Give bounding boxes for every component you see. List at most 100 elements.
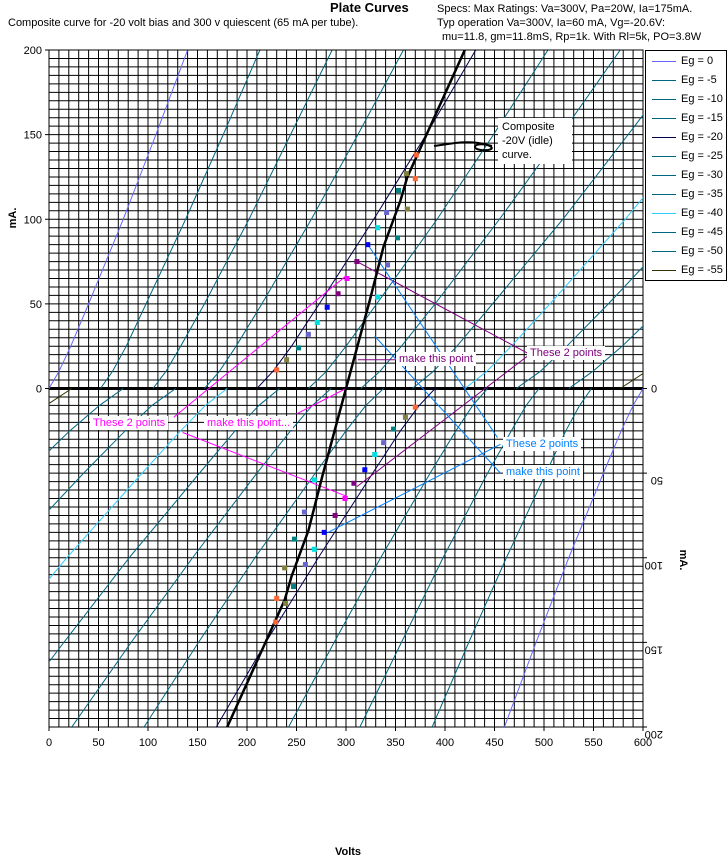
marker-point [342,496,348,502]
curve-eg-3 [204,50,404,389]
legend-label: Eg = -5 [681,74,717,86]
legend-item: Eg = -15 [652,111,723,125]
y-tick-label-left: 100 [24,214,42,226]
legend-item: Eg = -35 [652,187,723,201]
x-tick-label: 400 [436,737,454,749]
marker-point [365,242,371,248]
marker-point [395,187,401,193]
tick-labels: 0 50 100 150 200 250 300 350 400 450 500 550 6000501… [7,45,689,858]
curve-eg-0 [49,50,189,389]
specs-line-2: Typ operation Va=300V, Ia=60 mA, Vg=-20.… [437,17,666,29]
legend-label: Eg = -25 [681,150,723,162]
marker-point [412,176,418,182]
marker-point [321,529,327,535]
purple-these-points-note: These 2 points [527,346,606,360]
marker-point [295,345,301,351]
curve-eg-2 [152,50,333,389]
x-tick-label: 0 [46,737,52,749]
marker-point [394,235,400,241]
legend-label: Eg = -55 [681,264,723,276]
curve-eg-10-mirrored [49,388,124,452]
marker-point [402,414,408,420]
legend-swatch [652,269,676,271]
specs-line-3: mu=11.8, gm=11.8mS, Rp=1k. With Rl=5k, P… [442,31,702,43]
y-tick-label-right: 50 [651,474,663,486]
marker-point [301,509,307,515]
legend-item: Eg = -40 [652,206,723,220]
marker-point [291,584,297,590]
marker-point [412,404,418,410]
legend-swatch [652,60,676,62]
x-tick-label: 50 [92,737,104,749]
marker-point [385,262,391,268]
x-tick-label: 150 [188,737,206,749]
marker-point [335,291,341,297]
legend-swatch [652,174,676,176]
marker-point [282,565,288,571]
x-tick-label: 350 [386,737,404,749]
y-tick-label-left: 200 [24,45,42,57]
legend-label: Eg = -40 [681,207,723,219]
y-axis-label-left: mA. [7,208,19,229]
legend-swatch [652,231,676,233]
legend-item: Eg = -30 [652,168,723,182]
legend-label: Eg = -50 [681,245,723,257]
specs-text: Specs: Max Ratings: Va=300V, Pa=20W, Ia=… [437,2,701,44]
marker-point [314,319,320,325]
curve-eg-10 [568,325,643,389]
composite-curve [226,50,466,727]
legend-item: Eg = -45 [652,225,723,239]
x-tick-label: 600 [634,737,652,749]
legend-label: Eg = -30 [681,169,723,181]
marker-point [362,467,368,473]
legend-item: Eg = -10 [652,92,723,106]
composite-callout: Composite -20V (idle) curve. [498,118,572,164]
marker-point [324,304,330,310]
legend-swatch [652,136,676,138]
construction-line-6 [367,244,498,438]
composite-callout-arrow [433,141,493,152]
marker-point [384,209,390,215]
x-tick-label: 200 [238,737,256,749]
x-tick-label: 500 [535,737,553,749]
marker-point [311,546,317,552]
marker-point [274,595,280,601]
curve-eg-7-mirrored [49,388,280,663]
marker-point [404,206,410,212]
legend-label: Eg = -45 [681,226,723,238]
legend-swatch [652,117,676,119]
marker-point [332,512,338,518]
legend-label: Eg = 0 [681,55,714,67]
construction-line-7 [374,335,501,474]
marker-point [381,440,387,446]
magenta-these-points-note: These 2 points [90,416,169,430]
legend-label: Eg = -35 [681,188,723,200]
x-tick-label: 450 [485,737,503,749]
construction-line-4 [356,355,528,488]
marker-point [354,259,360,265]
construction-line-3 [356,261,528,354]
x-tick-label: 250 [287,737,305,749]
y-tick-label-right: 0 [651,384,657,396]
curve-eg-0-mirrored [503,388,643,727]
curve-eg-8 [464,197,643,389]
y-tick-label-left: 0 [36,384,42,396]
marker-point [284,357,290,363]
marker-point [273,619,279,625]
curve-eg-5 [308,50,549,389]
y-tick-label-right: 100 [645,559,663,571]
legend-swatch [652,155,676,157]
curves [49,50,643,727]
x-tick-label: 550 [584,737,602,749]
marker-point [305,331,311,337]
construction-line-0 [173,276,346,418]
marker-point [274,367,280,373]
legend-label: Eg = -15 [681,112,723,124]
y-tick-label-right: 150 [645,643,663,655]
marker-point [375,225,381,231]
curve-eg-8-mirrored [49,388,228,580]
chart-subtitle: Composite curve for -20 volt bias and 30… [8,17,359,29]
y-tick-label-left: 150 [24,130,42,142]
marker-point [391,426,397,432]
purple-make-point-note: make this point [396,352,476,366]
